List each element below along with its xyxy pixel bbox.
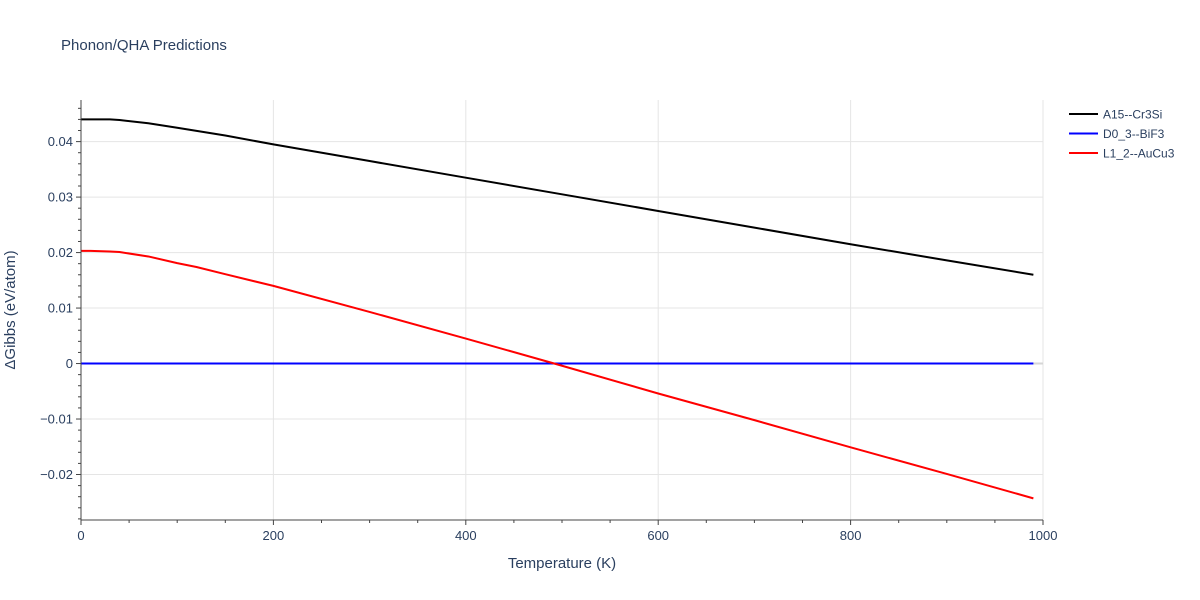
y-tick-label: 0 [66,356,73,371]
y-tick-label: 0.04 [48,134,73,149]
x-tick-label: 600 [647,528,669,543]
y-axis-label: ΔGibbs (eV/atom) [2,250,19,369]
y-tick-label: 0.03 [48,190,73,205]
y-tick-label: 0.01 [48,301,73,316]
tick-labels: 0 200 400 600 800 1000 −0.02 −0.01 0 0.01 0.02 0.03… [40,134,1057,543]
x-tick-label: 0 [77,528,84,543]
series-line-3 [81,249,1034,500]
y-tick-label: −0.01 [40,412,73,427]
legend-label: L1_2--AuCu3 [1103,147,1175,161]
x-tick-label: 200 [263,528,285,543]
y-tick-label: −0.02 [40,467,73,482]
gridlines [81,100,1044,520]
x-tick-label: 800 [840,528,862,543]
x-tick-label: 400 [455,528,477,543]
x-axis-label: Temperature (K) [508,555,616,572]
y-tick-label: 0.02 [48,245,73,260]
legend-item-1: A15--Cr3Si [1069,108,1162,122]
chart-title: Phonon/QHA Predictions [61,37,227,54]
x-tick-label: 1000 [1029,528,1058,543]
legend-item-2: D0_3--BiF3 [1069,127,1165,141]
series-layer [81,118,1034,500]
legend-label: D0_3--BiF3 [1103,127,1165,141]
axes [76,100,1044,525]
legend-item-3: L1_2--AuCu3 [1069,147,1175,161]
legend-label: A15--Cr3Si [1103,108,1162,122]
legend: A15--Cr3Si D0_3--BiF3 L1_2--AuCu3 [1069,108,1175,161]
series-line-1 [81,118,1034,276]
